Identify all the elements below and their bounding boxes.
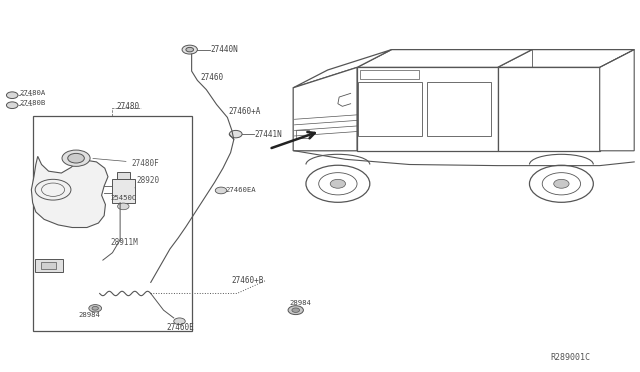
Circle shape: [542, 173, 580, 195]
Polygon shape: [497, 49, 634, 67]
Circle shape: [6, 102, 18, 109]
Circle shape: [306, 165, 370, 202]
Text: 28911M: 28911M: [111, 238, 138, 247]
Polygon shape: [293, 49, 392, 88]
Text: 27480B: 27480B: [20, 100, 46, 106]
Text: 27480: 27480: [117, 102, 140, 111]
Polygon shape: [357, 49, 532, 67]
Bar: [296, 131, 308, 138]
Text: R289001C: R289001C: [550, 353, 590, 362]
Text: 27480F: 27480F: [93, 158, 159, 168]
Text: 27460EA: 27460EA: [225, 187, 256, 193]
Circle shape: [62, 150, 90, 166]
Polygon shape: [357, 67, 497, 151]
Circle shape: [288, 306, 303, 315]
Circle shape: [68, 153, 84, 163]
Polygon shape: [497, 67, 600, 151]
Circle shape: [182, 45, 197, 54]
Circle shape: [118, 203, 129, 210]
Polygon shape: [35, 259, 63, 272]
Circle shape: [186, 47, 193, 52]
Polygon shape: [293, 67, 357, 151]
Circle shape: [6, 92, 18, 99]
Text: 25450C: 25450C: [111, 195, 137, 201]
Polygon shape: [112, 179, 135, 203]
Circle shape: [319, 173, 357, 195]
Text: 28920: 28920: [135, 176, 159, 188]
Text: 27440N: 27440N: [211, 45, 239, 54]
Text: 27480A: 27480A: [20, 90, 46, 96]
Polygon shape: [41, 262, 56, 269]
Polygon shape: [600, 49, 634, 151]
Text: 27441N: 27441N: [254, 129, 282, 139]
Circle shape: [229, 131, 242, 138]
Bar: [33, 116, 192, 331]
Circle shape: [215, 187, 227, 194]
Text: 27460: 27460: [200, 73, 223, 82]
Polygon shape: [31, 156, 108, 228]
Circle shape: [554, 179, 569, 188]
Circle shape: [92, 307, 99, 310]
Bar: [360, 70, 419, 78]
Circle shape: [330, 179, 346, 188]
Text: 27460+A: 27460+A: [228, 108, 260, 116]
Polygon shape: [117, 172, 130, 179]
Text: 27460E: 27460E: [167, 323, 195, 332]
Circle shape: [529, 165, 593, 202]
Text: 27460+B: 27460+B: [232, 276, 264, 285]
Circle shape: [292, 308, 300, 312]
Bar: [428, 82, 491, 136]
Circle shape: [173, 318, 185, 325]
Circle shape: [89, 305, 102, 312]
Text: 28984: 28984: [79, 312, 100, 318]
Bar: [358, 82, 422, 136]
Text: 28984: 28984: [289, 300, 311, 306]
